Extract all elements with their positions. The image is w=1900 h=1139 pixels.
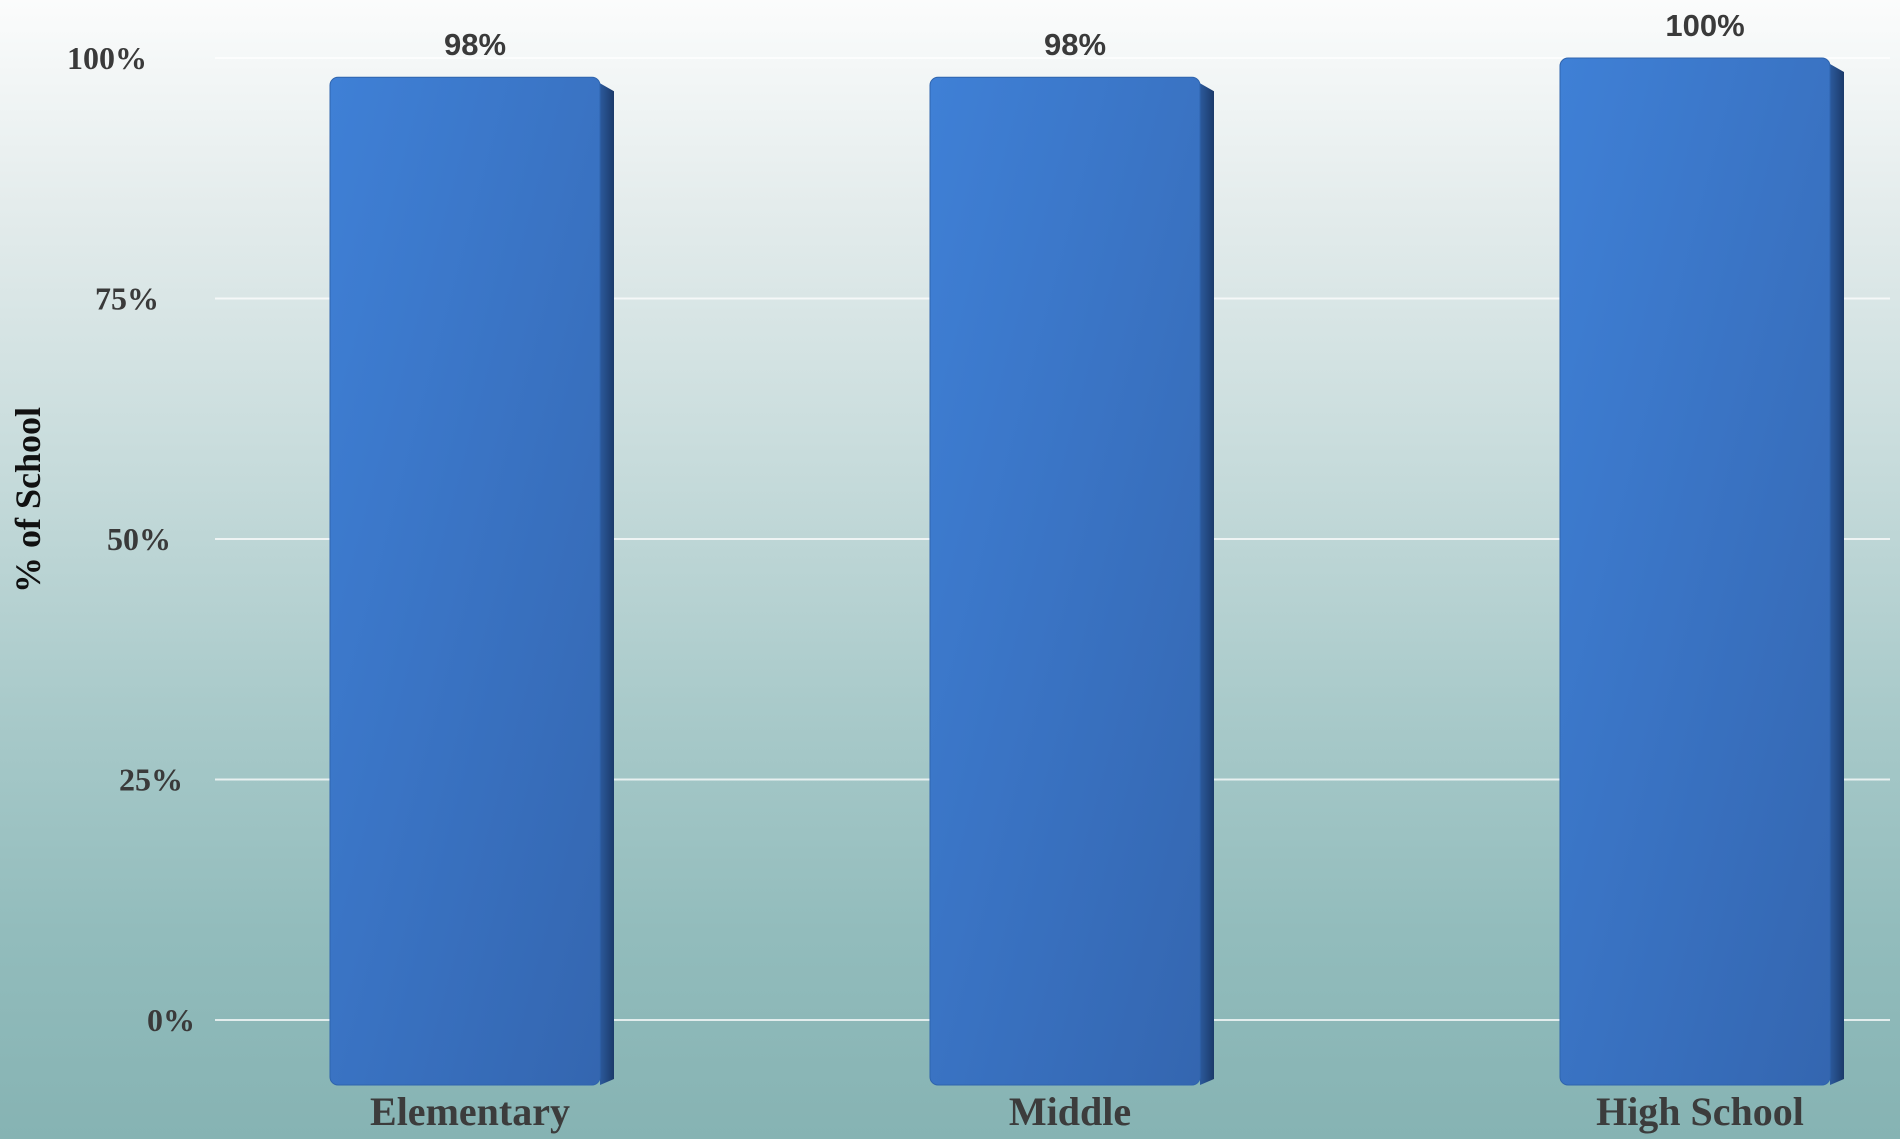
x-axis-categories: Elementary Middle High School [370, 1089, 1804, 1134]
x-category-label: High School [1596, 1089, 1804, 1134]
bar-side [1200, 83, 1214, 1086]
data-label: 98% [444, 27, 506, 62]
data-labels: 98% 98% 100% [444, 8, 1745, 62]
bar-side [1830, 64, 1844, 1085]
y-tick-label: 75% [95, 281, 159, 317]
y-tick-label: 100% [67, 40, 147, 76]
bar [929, 76, 1201, 1086]
y-tick-label: 50% [107, 521, 171, 557]
y-tick-label: 0% [147, 1002, 195, 1038]
bars [329, 57, 1844, 1086]
data-label: 98% [1044, 27, 1106, 62]
data-label: 100% [1665, 8, 1744, 43]
bar [329, 76, 601, 1086]
bar-side [600, 83, 614, 1086]
y-tick-label: 25% [119, 762, 183, 798]
x-category-label: Middle [1009, 1089, 1131, 1134]
x-category-label: Elementary [370, 1089, 570, 1134]
bar [1559, 57, 1831, 1086]
y-axis-ticks: 0% 25% 50% 75% 100% [67, 40, 195, 1038]
y-axis-title: % of School [8, 407, 48, 593]
